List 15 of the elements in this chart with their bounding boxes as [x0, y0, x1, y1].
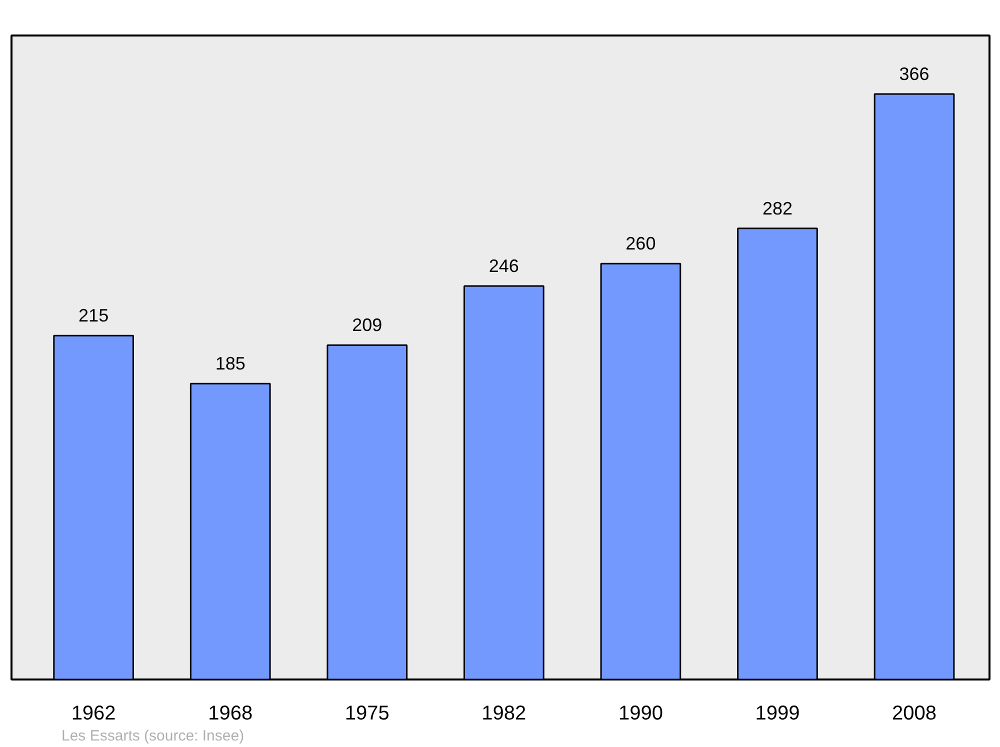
data-label: 185: [215, 354, 246, 374]
data-label: 366: [899, 64, 930, 84]
x-tick-label: 1982: [482, 702, 526, 724]
x-tick-label: 1975: [344, 702, 390, 724]
x-tick-label: 1999: [755, 702, 800, 724]
data-label: 282: [762, 198, 793, 218]
x-tick-label: 1968: [208, 702, 253, 724]
x-tick-label: 2008: [892, 702, 937, 724]
text: Les Essarts (source: Insee): [62, 728, 244, 744]
data-label: 209: [352, 315, 382, 336]
x-tick-label: 1962: [71, 702, 116, 724]
data-label: 260: [626, 234, 656, 254]
x-tick-label: 1990: [618, 702, 663, 724]
data-label: 215: [78, 306, 109, 326]
data-label: 246: [488, 256, 519, 276]
